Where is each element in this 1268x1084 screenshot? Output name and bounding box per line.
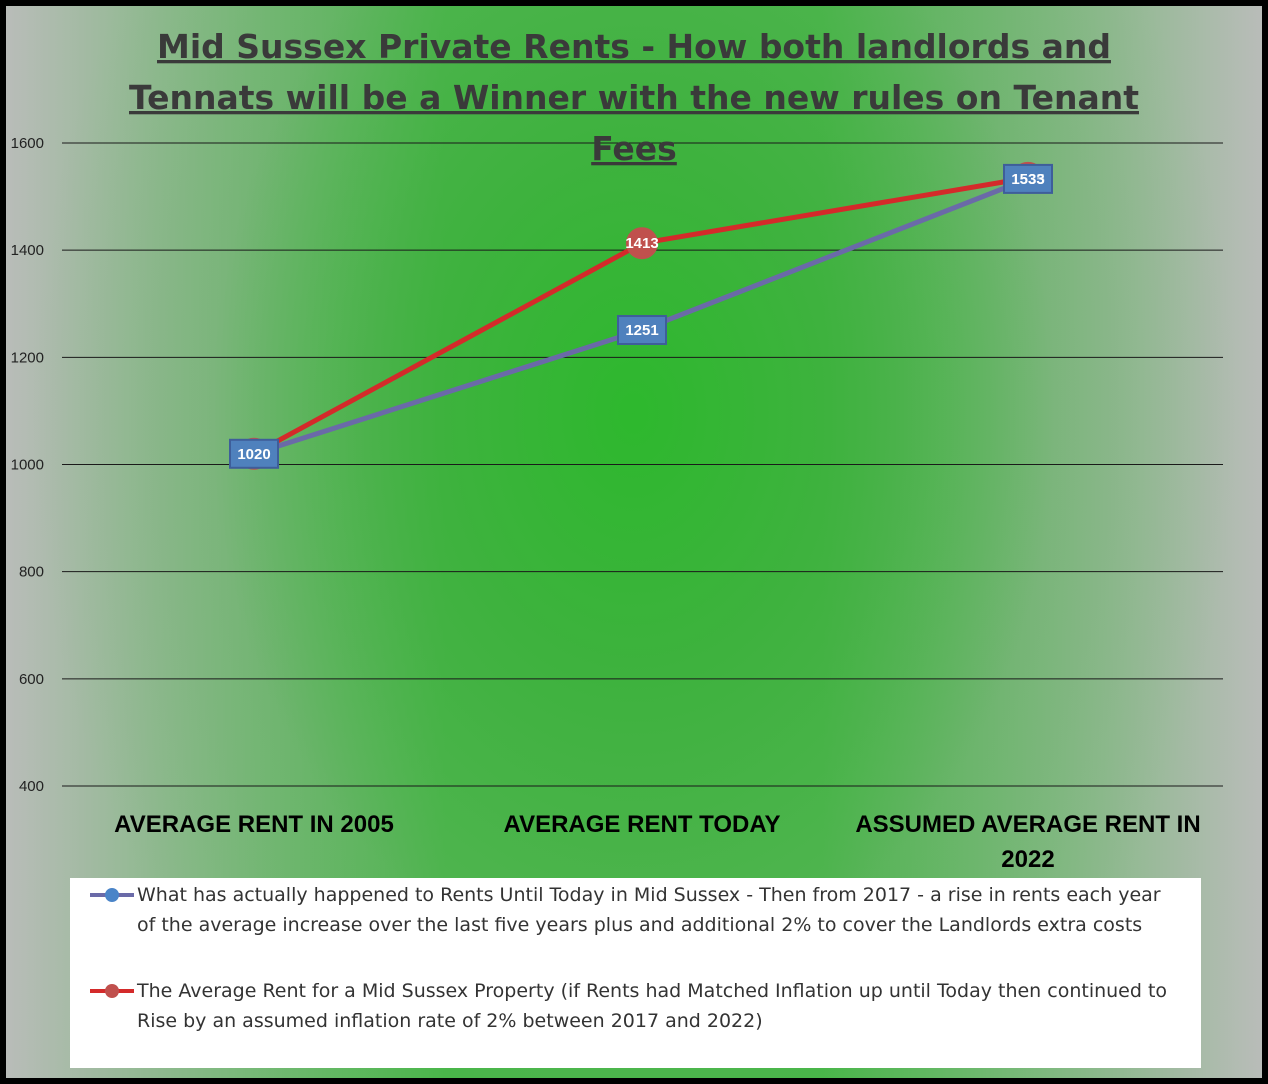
data-label-box bbox=[229, 438, 279, 469]
data-label: 1020 bbox=[237, 446, 270, 463]
line-chart: 400 600 800 1000 1200 1400 1600 AVERAGE RENT I… bbox=[11, 27, 1223, 873]
title-line: Mid Sussex Private Rents - How both land… bbox=[157, 27, 1111, 66]
y-tick-label: 400 bbox=[19, 778, 44, 795]
legend-marker-red-icon bbox=[90, 984, 134, 998]
chart-title: Mid Sussex Private Rents - How both land… bbox=[129, 27, 1139, 168]
x-axis-ticks: AVERAGE RENT IN 2005 AVERAGE RENT TODAY AS… bbox=[114, 811, 1201, 873]
title-line: Fees bbox=[591, 129, 677, 168]
title-line: Tennats will be a Winner with the new ru… bbox=[129, 78, 1139, 117]
data-label: 1251 bbox=[625, 322, 658, 339]
y-tick-label: 1400 bbox=[11, 242, 44, 259]
x-tick-label: AVERAGE RENT IN 2005 bbox=[114, 811, 394, 838]
y-tick-label: 1200 bbox=[11, 349, 44, 366]
data-label: 1535 bbox=[1011, 171, 1044, 188]
legend-entry-inflation-rents: The Average Rent for a Mid Sussex Proper… bbox=[90, 976, 1172, 1036]
data-labels: 1020 1251 1533 1413 1535 bbox=[229, 163, 1053, 469]
data-label-box bbox=[617, 315, 667, 346]
data-label: 1533 bbox=[1011, 171, 1044, 188]
legend-entry-actual-rents: What has actually happened to Rents Unti… bbox=[90, 880, 1172, 940]
y-axis-ticks: 400 600 800 1000 1200 1400 1600 bbox=[11, 135, 44, 795]
y-tick-label: 800 bbox=[19, 564, 44, 581]
legend-label: The Average Rent for a Mid Sussex Proper… bbox=[137, 980, 1168, 1032]
y-tick-label: 600 bbox=[19, 671, 44, 688]
y-tick-label: 1600 bbox=[11, 135, 44, 152]
x-tick-label: 2022 bbox=[1001, 846, 1054, 873]
x-tick-label: ASSUMED AVERAGE RENT IN bbox=[855, 811, 1200, 838]
legend-label: What has actually happened to Rents Unti… bbox=[137, 884, 1161, 936]
data-point bbox=[626, 227, 658, 260]
x-tick-label: AVERAGE RENT TODAY bbox=[504, 811, 781, 838]
data-label-box bbox=[1003, 163, 1053, 194]
legend: What has actually happened to Rents Unti… bbox=[70, 878, 1201, 1068]
y-tick-label: 1000 bbox=[11, 457, 44, 474]
data-label: 1413 bbox=[625, 235, 658, 252]
legend-marker-blue-icon bbox=[90, 888, 134, 902]
